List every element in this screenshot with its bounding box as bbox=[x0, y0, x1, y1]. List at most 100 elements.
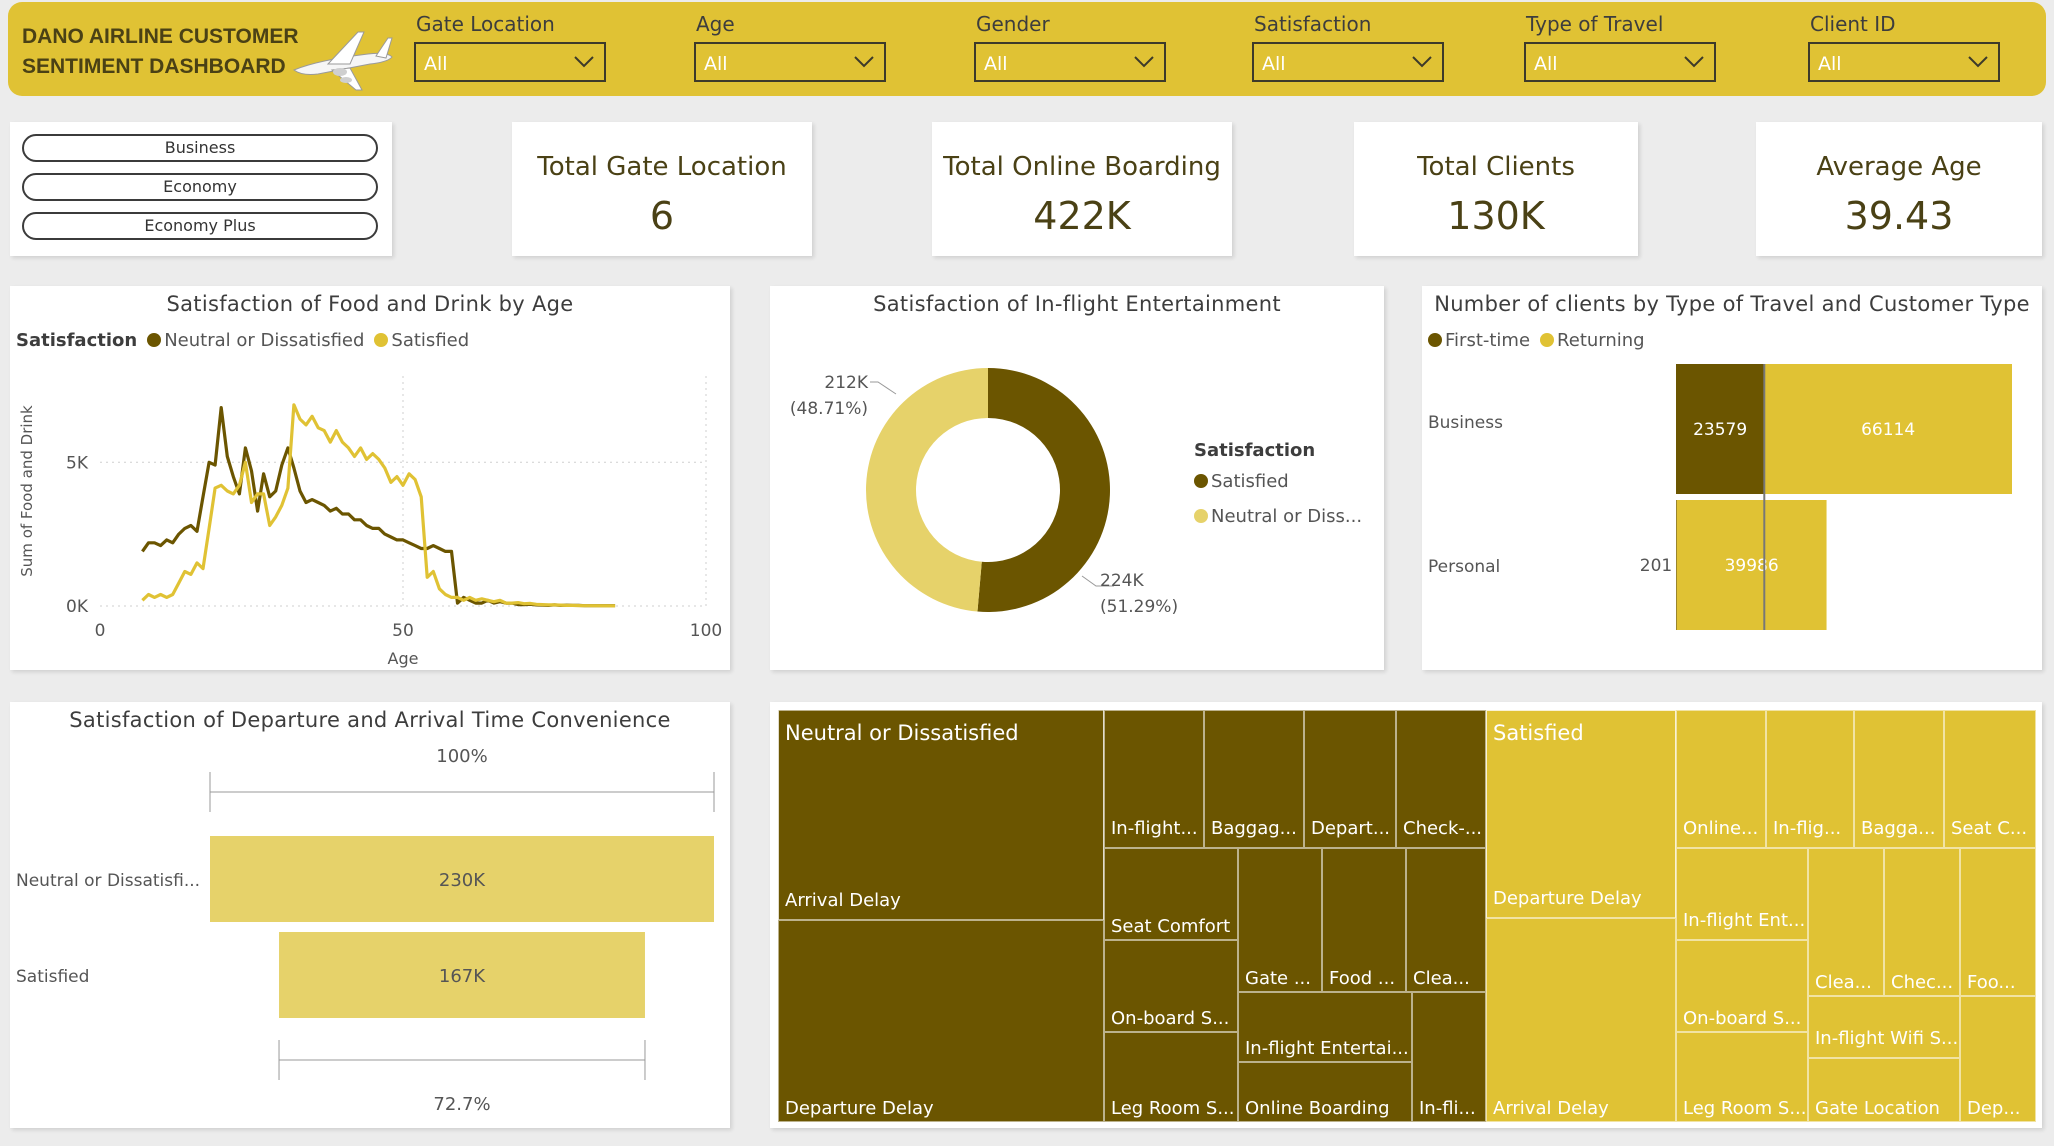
slicer-value: All bbox=[1534, 53, 1558, 75]
funnel-chart: 100% 230K Neutral or Dissatisfi... 167K Sati… bbox=[16, 746, 715, 1115]
entertainment-donut-chart-panel: Satisfaction of In-flight Entertainment … bbox=[770, 286, 1384, 670]
age-dropdown[interactable]: All bbox=[694, 42, 886, 82]
slicer-value: All bbox=[1262, 53, 1286, 75]
slicer-value: All bbox=[424, 53, 448, 75]
class-button-economy[interactable]: Economy bbox=[22, 173, 378, 201]
chart-legend: First-time Returning bbox=[1418, 330, 1645, 351]
stacked-bar-chart: Business 23579 66114 Personal 201 39986 bbox=[1428, 364, 2012, 630]
type-of-travel-dropdown[interactable]: All bbox=[1524, 42, 1716, 82]
header-bar: DANO AIRLINE CUSTOMER SENTIMENT DASHBOAR… bbox=[8, 2, 2046, 96]
legend-item: Neutral or Dissatisfied bbox=[164, 330, 365, 351]
treemap-cell[interactable]: Baggag... bbox=[1204, 710, 1304, 848]
treemap-cell[interactable]: In-flight Wifi S... bbox=[1808, 996, 1960, 1058]
satisfaction-dropdown[interactable]: All bbox=[1252, 42, 1444, 82]
satisfaction-slicer: Satisfaction All bbox=[1252, 12, 1444, 82]
kpi-title: Total Online Boarding bbox=[943, 152, 1221, 182]
class-button-business[interactable]: Business bbox=[22, 134, 378, 162]
bar-returning bbox=[1676, 500, 1827, 630]
treemap-cell[interactable]: Online Boarding bbox=[1238, 1062, 1412, 1122]
treemap-cell[interactable]: Departure Delay bbox=[778, 920, 1104, 1122]
legend-item: Satisfied bbox=[391, 330, 470, 351]
gender-dropdown[interactable]: All bbox=[974, 42, 1166, 82]
treemap-cell[interactable]: In-flight Entertai... bbox=[1238, 992, 1412, 1062]
treemap-cell[interactable]: Food ... bbox=[1322, 848, 1406, 992]
legend-dot-icon bbox=[1540, 333, 1555, 347]
treemap-cell[interactable]: On-board S... bbox=[1676, 940, 1808, 1032]
slice-percent-label: (51.29%) bbox=[1100, 597, 1178, 617]
chevron-down-icon bbox=[574, 56, 594, 68]
kpi-title: Total Clients bbox=[1417, 152, 1575, 182]
treemap-cell[interactable]: Dep... bbox=[1960, 996, 2036, 1122]
airplane-icon bbox=[292, 31, 393, 91]
chart-title: Satisfaction of Food and Drink by Age bbox=[166, 292, 574, 316]
chevron-down-icon bbox=[1412, 56, 1432, 68]
kpi-title: Total Gate Location bbox=[537, 152, 787, 182]
treemap-cell[interactable]: In-fli... bbox=[1412, 992, 1486, 1122]
legend-dot-icon bbox=[147, 333, 162, 347]
age-slicer: Age All bbox=[694, 12, 886, 82]
slicer-value: All bbox=[984, 53, 1008, 75]
treemap-cell[interactable]: Chec... bbox=[1884, 848, 1960, 996]
chart-legend: Satisfaction Neutral or Dissatisfied Satis… bbox=[16, 330, 469, 351]
treemap-cell[interactable]: In-flight... bbox=[1104, 710, 1204, 848]
treemap-cell-label: Chec... bbox=[1891, 972, 1954, 993]
treemap-cell[interactable]: Bagga... bbox=[1854, 710, 1944, 848]
kpi-value: 130K bbox=[1447, 194, 1545, 238]
client-id-dropdown[interactable]: All bbox=[1808, 42, 2000, 82]
treemap-cell[interactable]: Leg Room S... bbox=[1676, 1032, 1808, 1122]
treemap-cell[interactable]: Arrival Delay bbox=[1486, 918, 1676, 1122]
treemap-cell[interactable]: Seat C... bbox=[1944, 710, 2036, 848]
treemap-cell[interactable]: Check-... bbox=[1396, 710, 1486, 848]
treemap-cell-label: In-flight Ent... bbox=[1683, 910, 1806, 931]
treemap-cell[interactable]: Depart... bbox=[1304, 710, 1396, 848]
treemap-cell[interactable]: Gate ... bbox=[1238, 848, 1322, 992]
treemap-cell-label: In-fli... bbox=[1419, 1098, 1476, 1119]
slicer-value: All bbox=[704, 53, 728, 75]
chart-title: Satisfaction of In-flight Entertainment bbox=[873, 292, 1281, 316]
treemap-cell[interactable]: Arrival Delay bbox=[778, 710, 1104, 920]
kpi-title: Average Age bbox=[1816, 152, 1982, 182]
treemap-cell-label: In-flight Entertai... bbox=[1245, 1038, 1409, 1059]
treemap-cell-label: Depart... bbox=[1311, 818, 1391, 839]
gate-location-dropdown[interactable]: All bbox=[414, 42, 606, 82]
chart-title: Number of clients by Type of Travel and … bbox=[1434, 292, 2030, 316]
treemap-cell-label: Clea... bbox=[1815, 972, 1872, 993]
treemap-cell-label: Food ... bbox=[1329, 968, 1396, 989]
treemap-cell[interactable]: Clea... bbox=[1808, 848, 1884, 996]
service-treemap-panel: Neutral or Dissatisfied Arrival Delay De… bbox=[770, 702, 2042, 1128]
slicer-value: All bbox=[1818, 53, 1842, 75]
treemap-cell[interactable]: Clea... bbox=[1406, 848, 1486, 992]
chart-legend: Satisfaction Satisfied Neutral or Diss..… bbox=[1194, 440, 1362, 527]
slicer-label: Client ID bbox=[1810, 12, 1896, 36]
treemap-cell[interactable]: Foo... bbox=[1960, 848, 2036, 996]
funnel-value-label: 167K bbox=[439, 966, 486, 987]
treemap-cell[interactable]: In-flig... bbox=[1766, 710, 1854, 848]
class-button-economy-plus[interactable]: Economy Plus bbox=[22, 212, 378, 240]
treemap-cell[interactable]: In-flight Ent... bbox=[1676, 848, 1808, 940]
data-label: 201 bbox=[1640, 556, 1672, 576]
treemap-cell-label: Clea... bbox=[1413, 968, 1470, 989]
data-label: 23579 bbox=[1693, 420, 1747, 440]
treemap-cell-label: Foo... bbox=[1967, 972, 2016, 993]
legend-dot-icon bbox=[1194, 509, 1208, 523]
treemap-cell[interactable]: Gate Location bbox=[1808, 1058, 1960, 1122]
kpi-value: 6 bbox=[649, 194, 675, 238]
treemap-cell[interactable]: Seat Comfort bbox=[1104, 848, 1238, 940]
treemap-cell-label: Departure Delay bbox=[785, 1098, 934, 1119]
percent-label: 100% bbox=[436, 746, 487, 767]
treemap-cell-label: On-board S... bbox=[1683, 1008, 1802, 1029]
clients-bar-chart-panel: Number of clients by Type of Travel and … bbox=[1422, 286, 2042, 670]
treemap-cell-label: Online Boarding bbox=[1245, 1098, 1390, 1119]
time-convenience-funnel-panel: Satisfaction of Departure and Arrival Ti… bbox=[10, 702, 730, 1128]
y-tick-label: 0K bbox=[66, 597, 89, 617]
treemap-cell[interactable]: On-board S... bbox=[1104, 940, 1238, 1032]
funnel-bar bbox=[279, 932, 645, 1018]
legend-title: Satisfaction bbox=[16, 330, 138, 351]
treemap-cell[interactable]: Leg Room S... bbox=[1104, 1032, 1238, 1122]
legend-dot-icon bbox=[1194, 474, 1208, 488]
treemap-cell[interactable]: Online... bbox=[1676, 710, 1766, 848]
slicer-label: Gate Location bbox=[416, 12, 555, 36]
chevron-down-icon bbox=[1968, 56, 1988, 68]
treemap-cell[interactable]: Departure Delay bbox=[1486, 710, 1676, 918]
treemap-cell-label: Bagga... bbox=[1861, 818, 1936, 839]
